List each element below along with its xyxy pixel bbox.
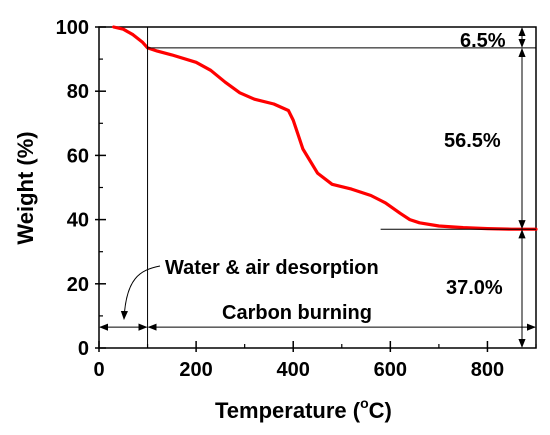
carbon-burning-label: Carbon burning: [222, 302, 372, 324]
y-axis: 0 20 40 60 80 100: [56, 17, 106, 360]
plot-area: [98, 26, 537, 349]
weight-loss-curve: [112, 25, 538, 231]
plot-frame: [98, 26, 537, 349]
y-tick-label: 60: [67, 145, 89, 167]
x-tick-label: 600: [374, 359, 407, 381]
x-axis-title-main: Temperature (: [215, 398, 361, 423]
x-tick-label: 200: [179, 359, 212, 381]
pct-mid-label: 56.5%: [444, 130, 501, 152]
annotation-guides: [99, 27, 536, 348]
y-axis-title: Weight (%): [13, 131, 38, 244]
x-axis-title: Temperature (oC): [215, 395, 392, 423]
water-pointer-arrow: [120, 265, 161, 320]
y-tick-label: 80: [67, 81, 89, 103]
y-tick-label: 0: [78, 338, 89, 360]
x-tick-label: 0: [93, 359, 104, 381]
x-axis-degree: o: [360, 395, 369, 411]
x-axis: 0 200 400 600 800: [93, 341, 537, 381]
x-tick-label: 800: [471, 359, 504, 381]
y-tick-label: 20: [67, 274, 89, 296]
x-tick-label: 400: [277, 359, 310, 381]
x-axis-unit: C): [369, 398, 392, 423]
y-tick-label: 100: [56, 17, 89, 39]
water-desorption-label: Water & air desorption: [165, 257, 379, 279]
pct-bottom-label: 37.0%: [446, 277, 503, 299]
y-tick-label: 40: [67, 210, 89, 232]
pct-top-label: 6.5%: [460, 30, 506, 52]
